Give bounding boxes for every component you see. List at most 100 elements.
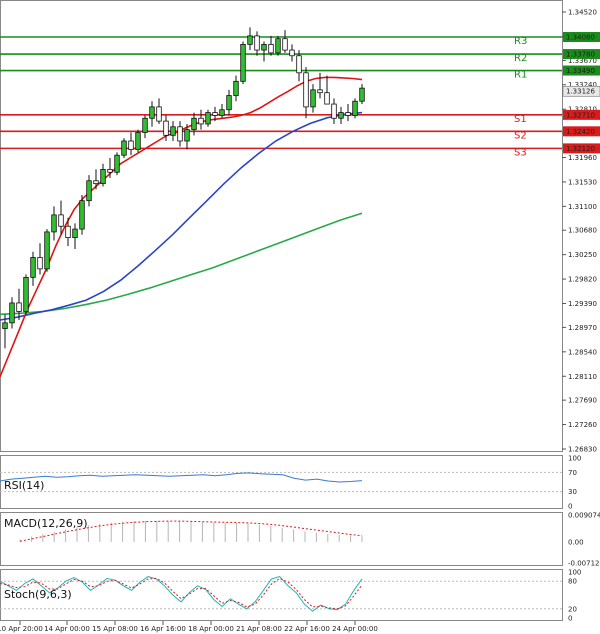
- y-tick-label: 1.26830: [568, 446, 597, 454]
- stoch-tick-label: 100: [568, 569, 581, 577]
- candle-body: [226, 95, 232, 111]
- y-tick-label: 1.33240: [568, 81, 597, 89]
- candle-body: [51, 214, 57, 233]
- rsi-panel: [0, 455, 563, 509]
- level-label-r3: R3: [514, 36, 527, 47]
- candle-body: [289, 49, 295, 57]
- level-price-text: 1.34080: [566, 34, 595, 42]
- stoch-label: Stoch(9,6,3): [4, 588, 72, 601]
- candle-body: [268, 43, 274, 54]
- candle-body: [191, 117, 197, 131]
- candle-body: [93, 180, 99, 185]
- candle-body: [16, 302, 22, 312]
- candle-body: [135, 132, 141, 150]
- candle-body: [58, 214, 64, 227]
- candle-body: [254, 35, 260, 51]
- macd-panel: [0, 512, 563, 566]
- candle-body: [142, 117, 148, 133]
- x-tick-label: 21 Apr 08:00: [236, 625, 282, 633]
- candle-body: [156, 106, 162, 122]
- level-label-s1: S1: [514, 114, 527, 125]
- y-tick-label: 1.32810: [568, 106, 597, 114]
- candle-body: [170, 126, 176, 136]
- x-tick-label: 14 Apr 00:00: [44, 625, 90, 633]
- level-price-text: 1.33490: [566, 67, 595, 75]
- y-tick-label: 1.33670: [568, 57, 597, 65]
- x-tick-label: 10 Apr 20:00: [0, 625, 43, 633]
- macd-tick-label: 0.009074: [568, 512, 600, 520]
- y-tick-label: 1.29390: [568, 300, 597, 308]
- macd-signal-line: [19, 520, 363, 542]
- rsi-tick-label: 0: [568, 503, 572, 511]
- x-tick-label: 24 Apr 00:00: [332, 625, 378, 633]
- rsi-tick-label: 70: [568, 469, 577, 477]
- y-tick-label: 1.28970: [568, 324, 597, 332]
- candle-body: [296, 55, 302, 74]
- candle-body: [128, 140, 134, 150]
- level-label-r1: R1: [514, 70, 527, 81]
- candle-body: [352, 100, 358, 116]
- candle-body: [282, 38, 288, 51]
- macd-tick-label: -0.007124: [568, 560, 600, 568]
- level-price-text: 1.33780: [566, 51, 595, 59]
- level-price-tag: [563, 109, 600, 120]
- candle-body: [198, 117, 204, 125]
- level-price-text: 1.32710: [566, 111, 595, 119]
- level-label-s3: S3: [514, 147, 527, 158]
- candle-body: [44, 231, 50, 270]
- y-tick-label: 1.34520: [568, 9, 597, 17]
- candle-body: [37, 257, 43, 270]
- y-tick-label: 1.30250: [568, 251, 597, 259]
- x-tick-label: 16 Apr 16:00: [140, 625, 186, 633]
- candle-body: [65, 225, 71, 239]
- rsi-tick-label: 30: [568, 488, 577, 496]
- y-tick-label: 1.31960: [568, 154, 597, 162]
- y-tick-label: 1.31530: [568, 178, 597, 186]
- candle-body: [331, 103, 337, 119]
- rsi-label: RSI(14): [4, 479, 44, 492]
- candle-body: [345, 112, 351, 116]
- x-tick-label: 22 Apr 16:00: [284, 625, 330, 633]
- candle-body: [149, 106, 155, 119]
- level-price-tag: [563, 65, 600, 76]
- candle-body: [72, 228, 78, 239]
- stoch-k-line: [0, 576, 363, 612]
- y-tick-label: 1.28540: [568, 348, 597, 356]
- rsi-line: [0, 472, 363, 483]
- ma-blue-line: [0, 111, 363, 321]
- candle-body: [205, 112, 211, 125]
- x-tick-label: 18 Apr 00:00: [188, 625, 234, 633]
- macd-label: MACD(12,26,9): [4, 517, 88, 530]
- candle-body: [86, 180, 92, 202]
- stoch-tick-label: 20: [568, 605, 577, 613]
- candle-body: [163, 120, 169, 136]
- candle-body: [177, 126, 183, 142]
- stoch-panel: [0, 569, 563, 621]
- candle-body: [310, 89, 316, 108]
- y-tick-label: 1.30680: [568, 227, 597, 235]
- candle-body: [261, 43, 267, 51]
- level-price-text: 1.32120: [566, 145, 595, 153]
- y-tick-label: 1.29820: [568, 276, 597, 284]
- x-tick-label: 15 Apr 08:00: [92, 625, 138, 633]
- last-price-tag: [562, 85, 600, 97]
- candle-body: [107, 169, 113, 173]
- last-price-text: 1.33126: [566, 88, 595, 96]
- level-price-text: 1.32420: [566, 128, 595, 136]
- y-tick-label: 1.28110: [568, 373, 597, 381]
- candle-body: [275, 38, 281, 54]
- stoch-d-line: [0, 577, 363, 610]
- y-tick-label: 1.27690: [568, 397, 597, 405]
- rsi-tick-label: 100: [568, 455, 581, 463]
- level-price-tag: [563, 126, 600, 137]
- candle-body: [100, 169, 106, 185]
- candle-body: [2, 322, 8, 329]
- stoch-tick-label: 80: [568, 578, 577, 586]
- level-label-r2: R2: [514, 53, 527, 64]
- candle-body: [121, 140, 127, 156]
- y-tick-label: 1.31100: [568, 203, 597, 211]
- ma-green-line: [0, 212, 363, 316]
- candle-body: [247, 35, 253, 45]
